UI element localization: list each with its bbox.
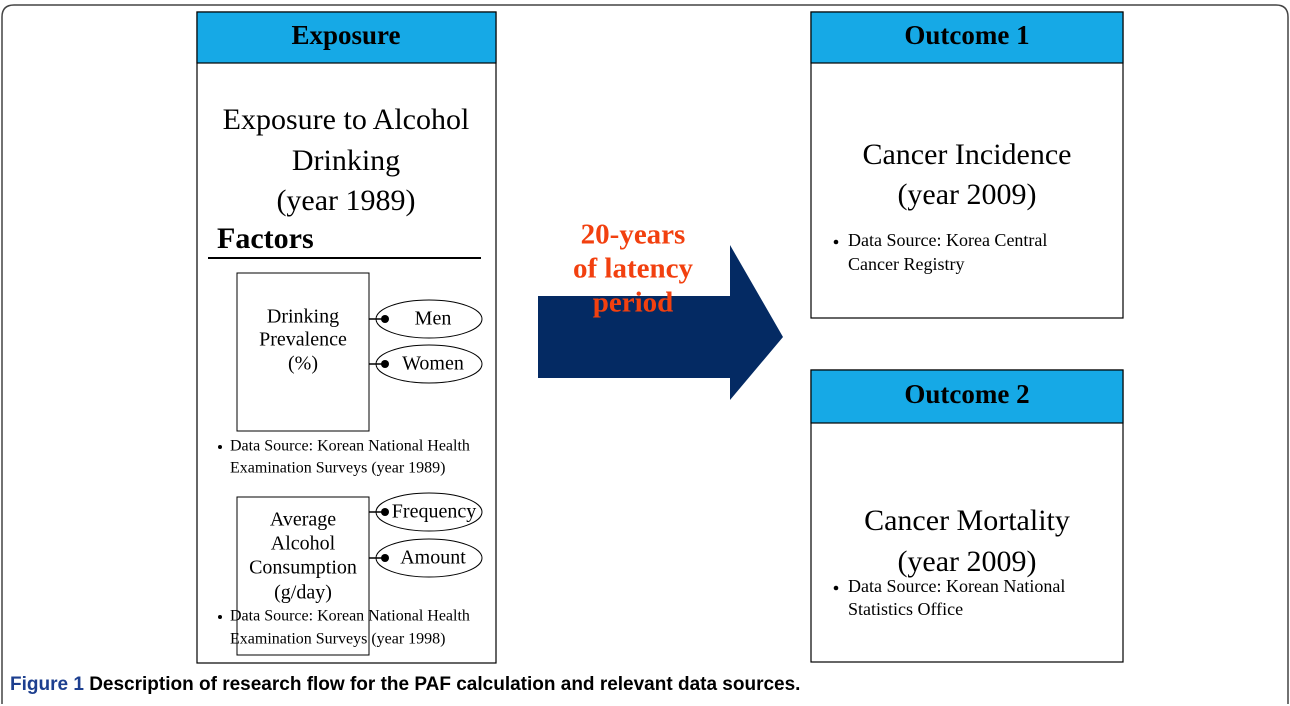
- outcome-header: [810, 11, 1124, 64]
- arrow-text: period: [593, 287, 674, 319]
- factors-heading: Factors: [217, 222, 314, 255]
- factor-label: Drinking: [267, 306, 339, 328]
- factor-label: Prevalence: [259, 329, 347, 351]
- title-line: (year 1989): [276, 184, 415, 217]
- option-text: Amount: [400, 547, 466, 569]
- arrow-text: of latency: [573, 253, 693, 285]
- connector-dot: [381, 360, 389, 368]
- outcome-line: Cancer Incidence: [862, 138, 1071, 171]
- outcome-line: (year 2009): [897, 545, 1036, 578]
- bullet: [218, 615, 222, 619]
- source-line: Cancer Registry: [848, 254, 964, 274]
- latency-arrow: [538, 245, 783, 400]
- bullet: [833, 585, 839, 591]
- factor-box: [236, 496, 370, 656]
- factor-label: Alcohol: [271, 533, 336, 555]
- title-line: Drinking: [292, 144, 400, 177]
- source-line: Examination Surveys (year 1989): [230, 460, 446, 477]
- header-text: Exposure: [291, 20, 400, 50]
- option-text: Men: [415, 308, 452, 330]
- title-line: Exposure to Alcohol: [223, 103, 470, 136]
- arrow-text: 20-years: [581, 219, 686, 251]
- outcome-header: [810, 369, 1124, 424]
- connector-dot: [381, 315, 389, 323]
- connector-dot: [381, 554, 389, 562]
- factor-label: (%): [288, 353, 318, 375]
- header-text: Outcome 1: [904, 20, 1029, 50]
- outcome-line: Cancer Mortality: [864, 504, 1070, 537]
- source-line: Data Source: Korea Central: [848, 230, 1047, 250]
- factor-label: Consumption: [249, 557, 357, 579]
- caption-label: Figure 1: [10, 674, 84, 695]
- header-text: Outcome 2: [904, 379, 1029, 409]
- source-line: Statistics Office: [848, 599, 963, 619]
- factor-label: (g/day): [274, 582, 332, 604]
- bullet: [833, 239, 839, 245]
- source-line: Data Source: Korean National: [848, 576, 1065, 596]
- option-text: Frequency: [392, 501, 476, 523]
- figure-frame: [1, 4, 1289, 704]
- source-line: Data Source: Korean National Health: [230, 438, 470, 455]
- outcome-line: (year 2009): [897, 178, 1036, 211]
- factor-label: Average: [270, 509, 336, 531]
- source-line: Examination Surveys (year 1998): [230, 631, 446, 648]
- source-line: Data Source: Korean National Health: [230, 608, 470, 625]
- exposure-header: [196, 11, 497, 64]
- option-text: Women: [402, 353, 464, 375]
- caption: Figure 1 Description of research flow fo…: [10, 674, 800, 695]
- caption-text: Description of research flow for the PAF…: [89, 674, 800, 695]
- connector-dot: [381, 508, 389, 516]
- factor-box: [236, 272, 370, 432]
- bullet: [218, 445, 222, 449]
